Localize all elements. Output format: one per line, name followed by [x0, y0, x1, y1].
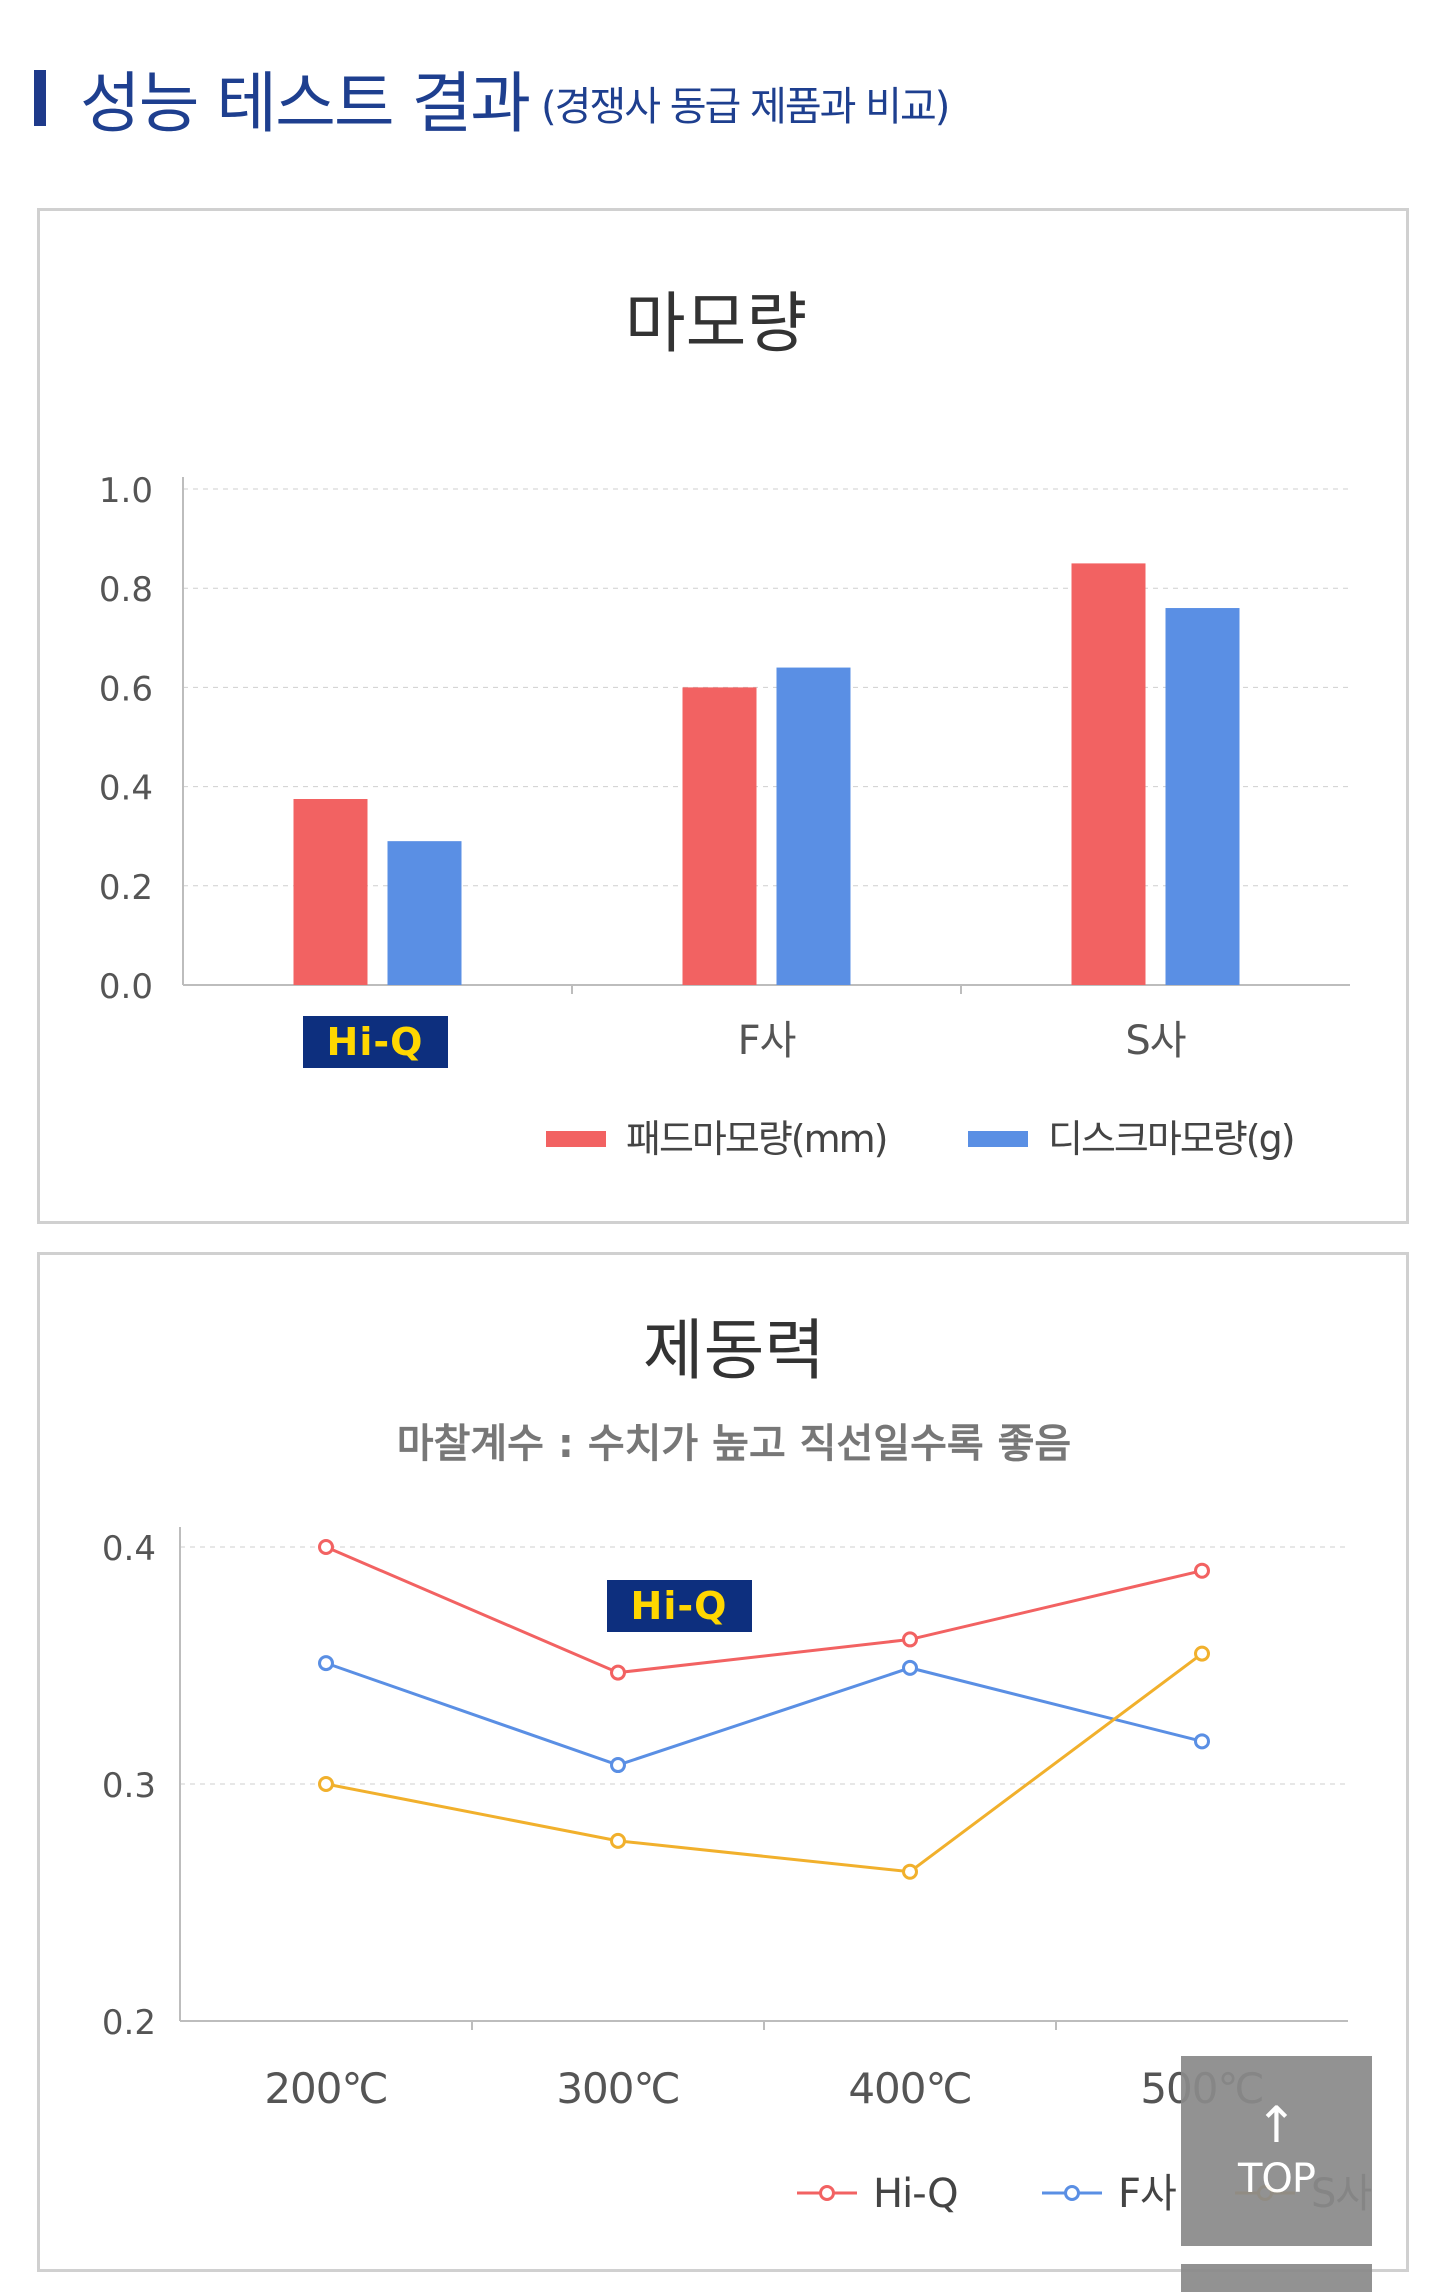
wear-chart: 마모량 0.0 0.2 0.4 0.6 0.8 1.0 F사 S사 Hi-Q 패드마모량(m… — [99, 285, 1350, 1161]
brake-chart-subtitle: 마찰계수 : 수치가 높고 직선일수록 좋음 — [397, 1421, 1071, 1467]
arrow-up-icon: ↑ — [1255, 2096, 1298, 2154]
y-tick-label: 0.2 — [102, 2003, 156, 2043]
data-point — [1194, 1562, 1210, 1579]
data-point — [610, 1832, 626, 1849]
series-line — [325, 1661, 1203, 1767]
section-subtitle: (경쟁사 동급 제품과 비교) — [541, 84, 950, 130]
legend-swatch-pad — [546, 1131, 606, 1147]
data-point — [1194, 1733, 1210, 1750]
data-point — [318, 1655, 334, 1672]
legend-label: F사 — [1118, 2171, 1176, 2217]
y-tick-label: 0.3 — [102, 1766, 156, 1806]
y-tick-label: 0.2 — [99, 868, 153, 908]
section-title: 성능 테스트 결과 — [80, 65, 531, 142]
brake-brand-badge: Hi-Q — [607, 1580, 752, 1632]
data-point — [318, 1539, 334, 1555]
wear-brand-badge: Hi-Q — [303, 1016, 448, 1068]
legend-label-pad: 패드마모량(mm) — [626, 1117, 886, 1161]
wear-legend: 패드마모량(mm) 디스크마모량(g) — [546, 1117, 1296, 1161]
scroll-top-button[interactable]: ↑ TOP — [1181, 2056, 1372, 2246]
x-tick-label: F사 — [738, 1018, 796, 1064]
data-point — [610, 1757, 626, 1774]
bar — [293, 799, 368, 985]
bar — [682, 687, 757, 985]
legend-label: Hi-Q — [873, 2171, 958, 2217]
series-line — [325, 1652, 1203, 1874]
y-tick-label: 0.4 — [99, 769, 153, 809]
y-tick-label: 0.6 — [99, 669, 153, 709]
data-point — [610, 1664, 626, 1681]
heading-accent-bar — [34, 70, 46, 126]
x-tick-label: 200℃ — [264, 2064, 387, 2113]
y-tick-label: 0.4 — [102, 1529, 156, 1569]
data-point — [318, 1776, 334, 1792]
brake-chart-panel: 제동력 마찰계수 : 수치가 높고 직선일수록 좋음 0.2 0.3 0.4 200… — [37, 1252, 1409, 2272]
wear-brand-badge-label: Hi-Q — [327, 1020, 424, 1064]
bar — [776, 667, 851, 985]
secondary-floating-button[interactable] — [1181, 2264, 1372, 2292]
bar — [1071, 563, 1146, 985]
section-heading: 성능 테스트 결과 (경쟁사 동급 제품과 비교) — [34, 62, 950, 142]
wear-chart-title: 마모량 — [625, 285, 807, 362]
bar — [1165, 608, 1240, 985]
x-tick-label: 300℃ — [556, 2064, 679, 2113]
data-point — [902, 1659, 918, 1676]
legend-label-disc: 디스크마모량(g) — [1048, 1117, 1294, 1161]
y-tick-label: 1.0 — [99, 471, 153, 511]
brake-brand-badge-label: Hi-Q — [631, 1584, 728, 1628]
x-tick-label: S사 — [1125, 1018, 1185, 1064]
legend-swatch-disc — [968, 1131, 1028, 1147]
bar — [387, 841, 462, 985]
data-point — [902, 1631, 918, 1648]
data-point — [1194, 1645, 1210, 1662]
data-point — [902, 1863, 918, 1880]
y-tick-label: 0.0 — [99, 967, 153, 1007]
legend-marker — [819, 2185, 835, 2201]
scroll-top-label: TOP — [1237, 2156, 1316, 2202]
y-tick-label: 0.8 — [99, 570, 153, 610]
wear-chart-panel: 마모량 0.0 0.2 0.4 0.6 0.8 1.0 F사 S사 Hi-Q 패드마모량(m… — [37, 208, 1409, 1224]
brake-chart-title: 제동력 — [643, 1312, 825, 1389]
series-line — [325, 1545, 1203, 1675]
legend-marker — [1064, 2185, 1080, 2201]
x-tick-label: 400℃ — [848, 2064, 971, 2113]
